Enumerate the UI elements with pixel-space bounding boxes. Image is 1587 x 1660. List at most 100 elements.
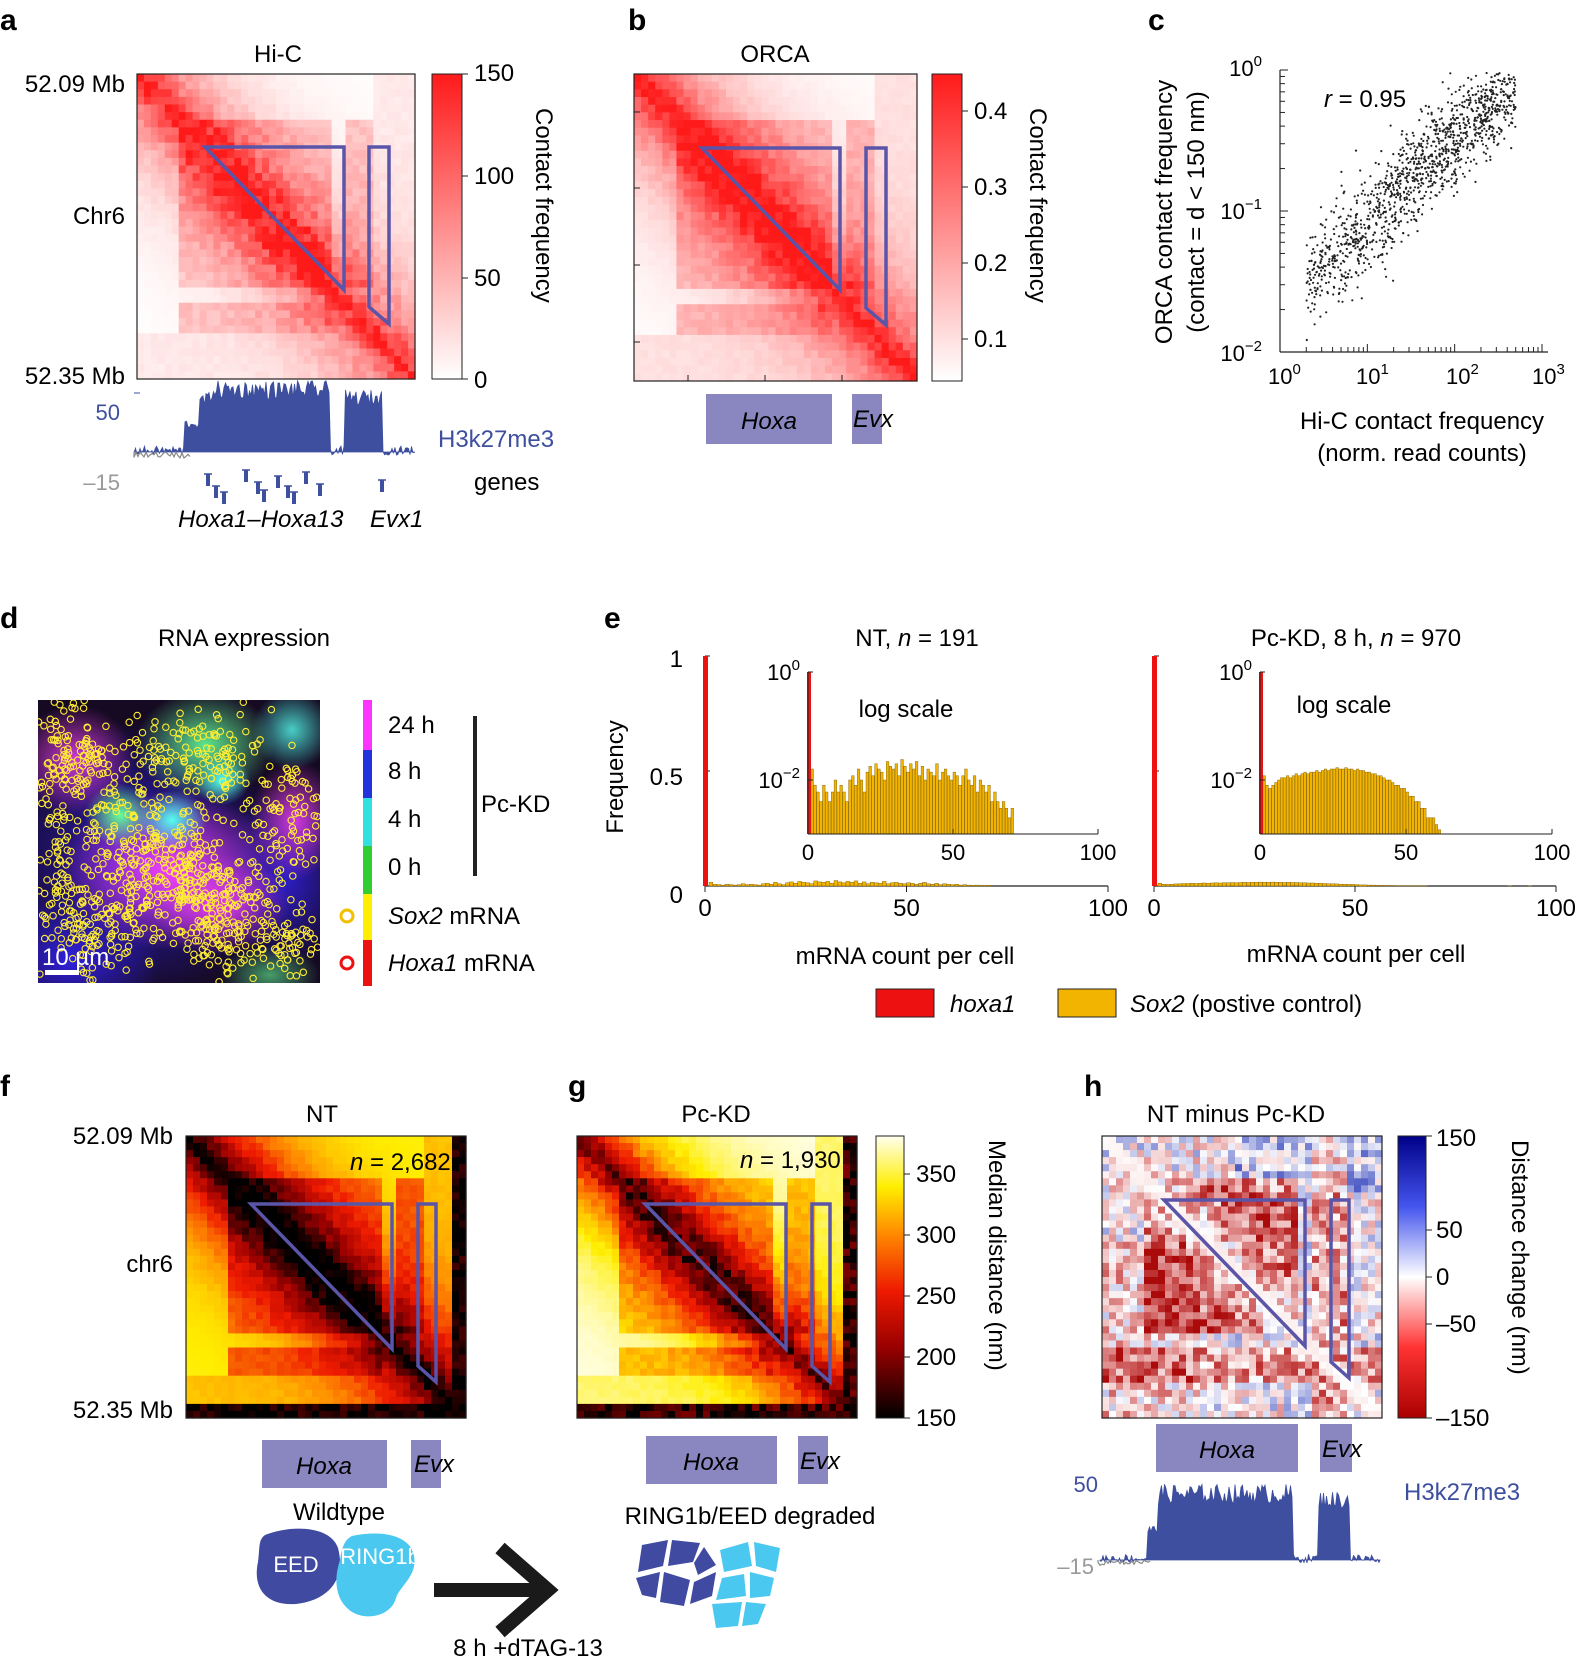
panel-letter-c: c (1148, 4, 1165, 37)
heatmap-cell (206, 165, 215, 174)
heatmap-cell (220, 196, 228, 205)
heatmap-cell (725, 258, 734, 267)
heatmap-cell (178, 157, 187, 167)
heatmap-cell (310, 325, 319, 334)
scatter-point (1370, 193, 1373, 196)
heatmap-cell (352, 180, 360, 189)
heatmap-cell (669, 127, 678, 136)
heatmap-cell (213, 81, 221, 90)
heatmap-cell (401, 150, 409, 159)
heatmap-cell (282, 310, 291, 319)
heatmap-cell (248, 249, 256, 258)
scatter-point (1351, 299, 1354, 302)
scatter-point (1342, 207, 1345, 210)
scatter-point (1434, 150, 1437, 153)
heatmap-cell (825, 281, 833, 290)
scatter-point (1319, 285, 1322, 288)
heatmap-cell (310, 196, 319, 205)
scatter-point (1407, 209, 1410, 212)
heatmap-cell (206, 196, 215, 205)
heatmap-cell (895, 342, 904, 351)
scatter-point (1317, 274, 1320, 277)
heatmap-cell (909, 120, 918, 129)
scatter-point (1379, 192, 1382, 195)
scatter-point (1449, 130, 1452, 133)
scatter-point (1424, 160, 1427, 163)
heatmap-cell (352, 203, 360, 212)
heatmap-cell (352, 257, 360, 266)
scatter-point (1437, 140, 1440, 143)
heatmap-cell (867, 173, 876, 183)
heatmap-cell (213, 279, 221, 289)
panel-letter-b: b (628, 4, 646, 37)
heatmap-cell (895, 327, 904, 336)
heatmap-cell (754, 327, 762, 336)
heatmap-cell (690, 104, 699, 113)
heatmap-cell (655, 235, 663, 244)
heatmap-cell (725, 350, 734, 359)
heatmap-cell (789, 89, 798, 98)
scatter-point (1393, 194, 1396, 197)
heatmap-cell (276, 234, 284, 243)
heatmap-cell (740, 74, 748, 83)
heatmap-cell (832, 173, 840, 183)
heatmap-cell (157, 127, 166, 136)
heatmap-cell (359, 74, 367, 83)
heatmap-cell (690, 196, 699, 206)
heatmap-cell (704, 365, 713, 374)
heatmap-cell (282, 127, 291, 136)
scatter-point (1441, 153, 1444, 156)
heatmap-cell (324, 188, 333, 197)
heatmap-cell (164, 74, 173, 83)
scatter-point (1402, 232, 1405, 235)
heatmap-cell (220, 257, 228, 266)
heatmap-cell (345, 81, 354, 90)
scatter-point (1333, 276, 1336, 279)
scatter-point (1381, 261, 1384, 264)
heatmap-cell (803, 166, 812, 175)
heatmap-cell (796, 158, 805, 167)
heatmap-cell (747, 173, 755, 183)
heatmap-cell (137, 188, 145, 197)
heatmap-cell (796, 258, 805, 267)
heatmap-cell (227, 310, 235, 319)
heatmap-cell (761, 281, 770, 290)
orca-title: ORCA (740, 41, 809, 68)
heatmap-cell (902, 265, 911, 275)
heatmap-cell (874, 342, 883, 351)
heatmap-cell (740, 357, 748, 367)
heatmap-cell (137, 287, 145, 296)
heatmap-cell (676, 219, 685, 229)
heatmap-cell (740, 304, 748, 313)
heatmap-cell (902, 227, 911, 236)
heatmap-cell (296, 150, 305, 159)
scatter-point (1369, 175, 1372, 178)
heatmap-cell (817, 327, 826, 336)
heatmap-cell (220, 302, 228, 311)
scatter-point (1371, 248, 1374, 251)
heatmap-cell (839, 166, 847, 175)
heatmap-cell (387, 135, 395, 144)
heatmap-cell (352, 89, 360, 98)
scatter-point (1513, 81, 1516, 85)
heatmap-cell (387, 348, 395, 357)
heatmap-cell (669, 189, 678, 198)
scatter-point (1409, 186, 1412, 189)
scatter-point (1405, 192, 1409, 195)
heatmap-cell (206, 112, 215, 121)
scatter-point (1494, 110, 1497, 113)
heatmap-cell (248, 226, 256, 235)
heatmap-cell (874, 281, 883, 290)
heatmap-cell (269, 363, 277, 372)
heatmap-cell (740, 311, 748, 321)
heatmap-cell (296, 89, 305, 98)
heatmap-cell (881, 89, 890, 98)
heatmap-cell (888, 350, 897, 359)
heatmap-cell (867, 150, 876, 160)
heatmap-cell (178, 142, 187, 151)
heatmap-cell (747, 288, 755, 298)
heatmap-cell (662, 227, 670, 236)
heatmap-cell (276, 257, 284, 266)
sox2-mrna-spot (100, 788, 108, 796)
heatmap-cell (157, 348, 166, 357)
